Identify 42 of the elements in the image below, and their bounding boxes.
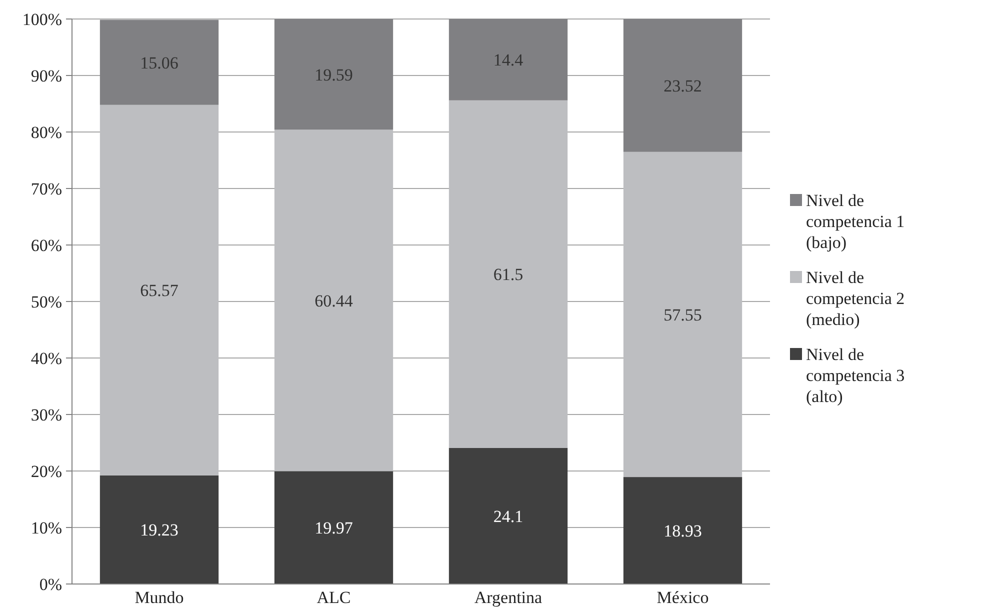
y-tick-label: 40% — [30, 348, 62, 368]
data-label: 65.57 — [140, 281, 179, 300]
x-tick-label: ALC — [316, 588, 351, 607]
data-label: 14.4 — [493, 50, 524, 70]
bar — [274, 471, 394, 584]
bar — [274, 19, 394, 130]
data-label: 24.1 — [493, 506, 524, 526]
legend-label: Nivel de competencia 1 (bajo) — [806, 190, 905, 252]
data-label: 19.97 — [314, 518, 354, 538]
data-label: 61.5 — [493, 265, 524, 284]
bar — [448, 19, 568, 100]
y-tick-label: 0% — [39, 574, 62, 594]
y-tick-label: 30% — [30, 405, 62, 424]
y-tick-label: 50% — [30, 292, 62, 312]
data-label: 23.52 — [664, 76, 702, 96]
bar — [100, 20, 219, 105]
bar — [448, 100, 568, 448]
data-label: 19.23 — [140, 520, 178, 540]
data-label: 15.06 — [140, 53, 178, 72]
x-tick-label: Argentina — [474, 588, 543, 607]
x-tick-label: Mundo — [134, 588, 184, 607]
bar — [448, 448, 568, 584]
data-label: 60.44 — [314, 291, 354, 310]
bar — [100, 104, 219, 476]
y-tick-label: 10% — [30, 518, 62, 538]
y-tick-label: 100% — [22, 10, 62, 29]
bar — [623, 477, 742, 584]
y-tick-label: 60% — [30, 236, 62, 255]
legend-label: Nivel de competencia 2 (medio) — [806, 268, 905, 329]
y-tick-label: 90% — [30, 66, 62, 86]
y-tick-label: 70% — [30, 179, 62, 198]
x-tick-label: México — [656, 588, 709, 607]
y-tick-label: 20% — [30, 462, 62, 481]
y-tick-label: 80% — [30, 122, 62, 142]
bar — [274, 130, 394, 472]
bar — [100, 475, 219, 584]
legend-label: Nivel de competencia 3 (alto) — [806, 344, 905, 406]
data-label: 18.93 — [664, 521, 702, 540]
data-label: 19.59 — [314, 65, 353, 84]
bar — [623, 19, 742, 152]
data-label: 57.55 — [664, 305, 702, 324]
bar — [623, 152, 742, 478]
